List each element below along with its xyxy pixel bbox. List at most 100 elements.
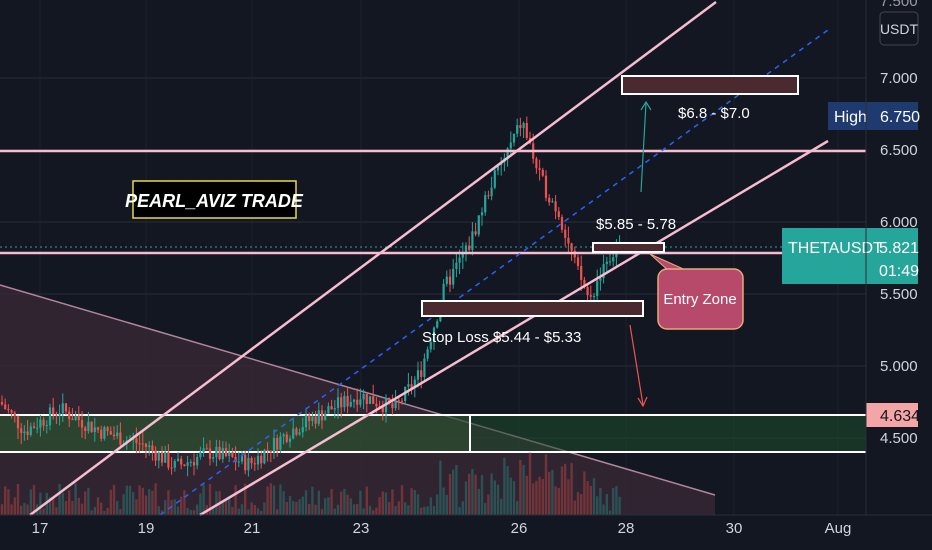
candle-body	[586, 287, 589, 296]
volume-bar	[125, 485, 128, 515]
candle-body	[183, 464, 186, 466]
volume-bar	[573, 500, 576, 515]
candle-body	[212, 457, 215, 459]
volume-bar	[592, 478, 596, 515]
candle-body	[362, 393, 365, 400]
candle-body	[397, 400, 400, 402]
candle-body	[324, 413, 327, 421]
candle-body	[96, 427, 100, 430]
candle-body	[32, 426, 36, 428]
volume-bar	[423, 506, 426, 515]
candle-body	[445, 276, 448, 284]
volume-bar	[228, 496, 231, 515]
volume-bar	[295, 501, 298, 515]
volume-bar	[487, 494, 490, 515]
candle-body	[308, 415, 311, 422]
time-tick-label: 23	[353, 520, 370, 537]
volume-bar	[500, 498, 503, 515]
volume-bar	[176, 506, 180, 515]
volume-bar	[464, 481, 468, 515]
time-axis[interactable]: 17 19 21 23 26 28 30 Aug	[32, 520, 852, 537]
volume-bar	[468, 473, 471, 515]
support-zone	[0, 415, 866, 452]
candle-body	[330, 406, 333, 410]
entry-zone-callout[interactable]	[657, 268, 744, 330]
candle-body	[202, 448, 205, 453]
volume-bar	[26, 504, 29, 515]
volume-bar	[532, 483, 535, 515]
volume-bar	[266, 486, 269, 515]
high-badge[interactable]	[828, 102, 918, 130]
volume-bar	[362, 508, 365, 515]
target-arrow	[640, 102, 647, 193]
volume-bar	[244, 483, 247, 515]
candle-body	[298, 432, 301, 435]
volume-bar	[256, 508, 260, 515]
volume-bar	[29, 489, 32, 515]
candle-body	[45, 425, 48, 427]
target-box[interactable]	[621, 75, 799, 95]
volume-bar	[103, 510, 106, 515]
last-price-badge[interactable]	[782, 228, 918, 284]
candle-body	[237, 461, 240, 463]
candle-body	[231, 452, 234, 457]
volume-bar	[567, 479, 570, 515]
candle-body	[42, 419, 45, 426]
volume-bar	[301, 496, 304, 515]
volume-bar	[20, 505, 23, 515]
stop-loss-box[interactable]	[421, 300, 644, 317]
candle-body	[474, 231, 477, 235]
volume-bar	[349, 498, 352, 515]
candle-body	[301, 427, 304, 433]
volume-bar	[519, 459, 522, 515]
volume-bar	[375, 507, 378, 515]
volume-bar	[394, 506, 397, 515]
volume-bar	[55, 507, 58, 515]
candle-body	[266, 449, 269, 451]
candle-body	[285, 434, 288, 442]
volume-bar	[106, 507, 109, 515]
volume-bar	[554, 486, 557, 515]
candle-body	[567, 237, 570, 244]
candle-body	[612, 257, 615, 262]
channel-mid-line	[159, 29, 829, 516]
volume-bar	[16, 483, 20, 515]
volume-bar	[42, 508, 45, 515]
candle-body	[535, 158, 538, 169]
volume-bar	[618, 496, 621, 515]
candle-body	[541, 169, 544, 176]
volume-bar	[192, 510, 196, 515]
time-tick-label: 21	[244, 520, 261, 537]
candle-body	[496, 165, 500, 171]
volume-bar	[253, 504, 256, 515]
candle-body	[436, 321, 439, 328]
candle-body	[55, 414, 58, 416]
support-badge[interactable]	[866, 403, 918, 427]
candle-body	[276, 438, 279, 450]
candle-body	[256, 455, 260, 465]
volume-bar	[448, 474, 452, 515]
candle-body	[564, 229, 567, 238]
candle-body	[599, 278, 602, 281]
currency-selector[interactable]	[879, 11, 919, 46]
candle-body	[74, 416, 77, 420]
candle-body	[106, 427, 109, 432]
candle-body	[157, 452, 160, 461]
candle-body	[189, 461, 192, 463]
volume-bar	[308, 503, 311, 515]
volume-bar	[509, 477, 512, 515]
candle-body	[52, 407, 55, 415]
volume-bar	[560, 466, 564, 515]
volume-bar	[221, 501, 224, 515]
candle-body	[442, 283, 445, 306]
volume-bar	[503, 457, 506, 515]
candle-body	[327, 406, 330, 414]
price-axis[interactable]: 7.000 6.500 6.000 5.500 5.000 4.500	[880, 70, 918, 447]
entry-range-box[interactable]	[592, 242, 665, 253]
volume-bar	[135, 499, 138, 515]
candle-body	[506, 148, 509, 159]
volume-bar	[269, 483, 272, 515]
candle-body	[320, 410, 324, 421]
candle-body	[196, 457, 199, 466]
